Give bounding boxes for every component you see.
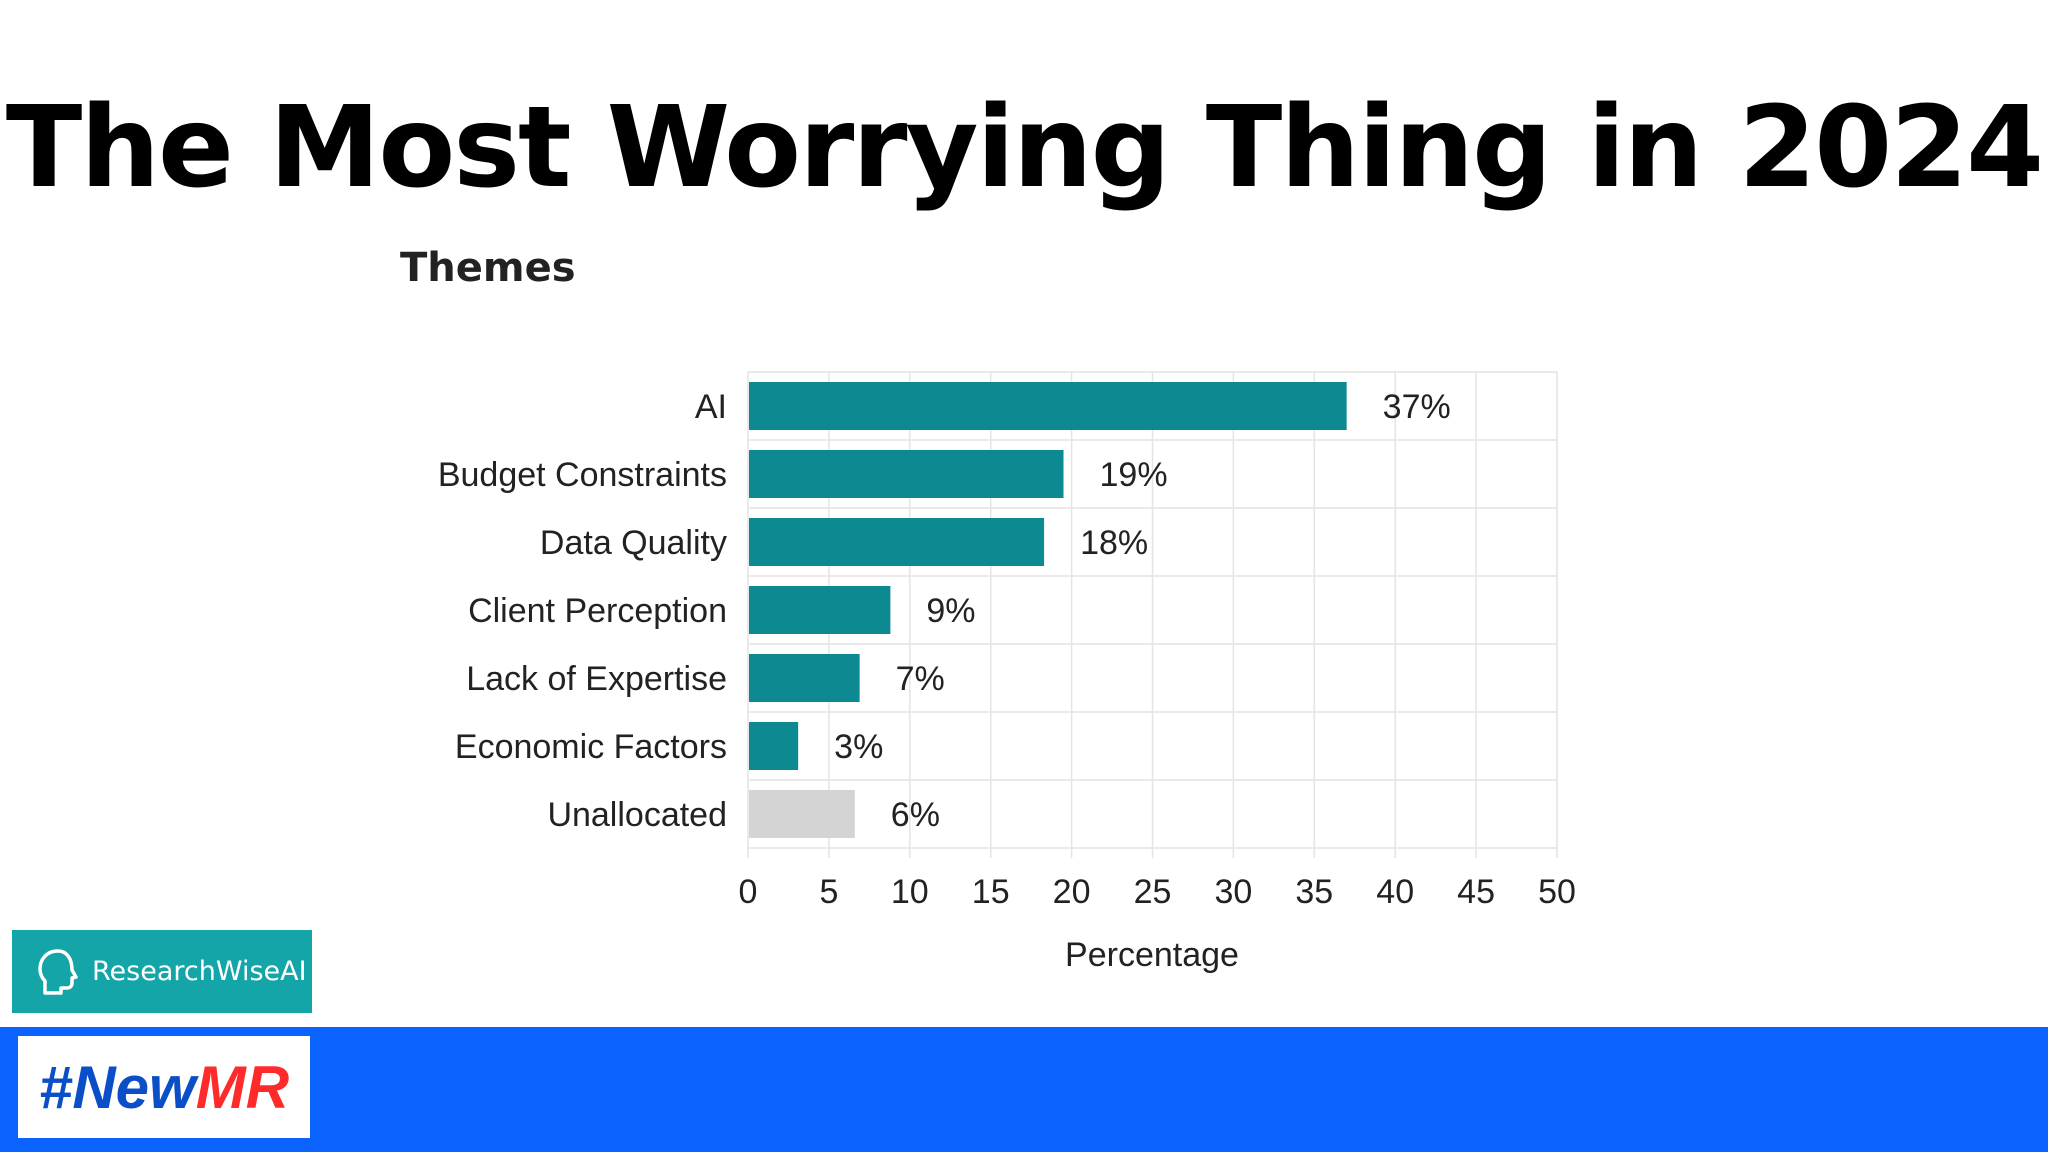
chart-labels: 0 5 10 15 20 25 30 35 40 45 50 AI 37% Budget Constrai… xyxy=(438,388,1576,911)
bar-budget-constraints xyxy=(749,450,1064,498)
data-label: 19% xyxy=(1100,456,1168,494)
bar-lack-of-expertise xyxy=(749,654,860,702)
x-tick-label: 0 xyxy=(739,873,758,911)
chart-grid xyxy=(747,371,1558,858)
category-label: Data Quality xyxy=(540,524,727,562)
category-label: AI xyxy=(695,388,727,426)
hashtag-suffix: MR xyxy=(195,1053,290,1121)
x-tick-label: 5 xyxy=(819,873,838,911)
bar-client-perception xyxy=(749,586,891,634)
head-icon xyxy=(38,948,78,995)
data-label: 9% xyxy=(926,592,975,630)
bar-economic-factors xyxy=(749,722,799,770)
category-label: Client Perception xyxy=(468,592,727,630)
x-tick-label: 15 xyxy=(972,873,1010,911)
data-label: 37% xyxy=(1383,388,1451,426)
data-label: 6% xyxy=(891,796,940,834)
x-tick-label: 35 xyxy=(1295,873,1333,911)
category-label: Budget Constraints xyxy=(438,456,727,494)
slide-title: The Most Worrying Thing in 2024 xyxy=(5,83,2044,213)
category-label: Unallocated xyxy=(547,796,727,834)
x-tick-label: 25 xyxy=(1134,873,1172,911)
x-tick-label: 45 xyxy=(1457,873,1495,911)
category-label: Lack of Expertise xyxy=(466,660,727,698)
data-label: 18% xyxy=(1080,524,1148,562)
x-axis-label: Percentage xyxy=(1065,936,1239,974)
logo-text: ResearchWiseAI xyxy=(92,956,307,987)
footer-bar: #New MR xyxy=(0,1027,2048,1152)
bar-unallocated xyxy=(749,790,855,838)
data-label: 7% xyxy=(896,660,945,698)
x-tick-label: 20 xyxy=(1053,873,1091,911)
x-tick-label: 40 xyxy=(1376,873,1414,911)
x-tick-label: 30 xyxy=(1214,873,1252,911)
x-tick-label: 10 xyxy=(891,873,929,911)
chart-title: Themes xyxy=(400,245,576,291)
bar-data-quality xyxy=(749,518,1045,566)
category-label: Economic Factors xyxy=(455,728,727,766)
x-tick-label: 50 xyxy=(1538,873,1576,911)
chart-bars xyxy=(749,382,1347,838)
hashtag-prefix: #New xyxy=(38,1053,196,1121)
data-label: 3% xyxy=(834,728,883,766)
newmr-hashtag: #New MR xyxy=(18,1036,310,1138)
bar-ai xyxy=(749,382,1347,430)
researchwiseai-logo: ResearchWiseAI xyxy=(12,930,312,1013)
